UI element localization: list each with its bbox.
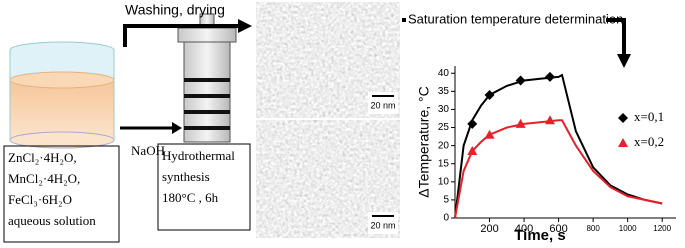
marker: [544, 115, 555, 125]
x-tick-label: 800: [586, 224, 600, 233]
curve: [454, 119, 663, 219]
step-label: Washing, drying: [125, 2, 225, 18]
step-label: Saturation temperature determination: [408, 11, 623, 26]
y-tick-label: 40: [438, 68, 450, 79]
marker: [515, 75, 526, 86]
legend-label: x=0,2: [634, 134, 664, 149]
y-axis-label: ΔTemperature, °C: [416, 86, 432, 197]
y-tick-label: 15: [438, 158, 450, 169]
y-tick-label: 25: [438, 122, 450, 133]
x-tick-label: 1200: [653, 224, 671, 233]
scale-bar-box: [368, 212, 398, 234]
x-tick-label: 200: [480, 223, 498, 235]
marker: [484, 89, 495, 100]
synthesis-text: 180°C , 6h: [162, 190, 219, 205]
precursor-text: MnCl₂·4H₂O,: [8, 171, 80, 186]
arrowhead: [172, 122, 182, 134]
arrowhead: [238, 19, 252, 33]
precursor-text: ZnCl₂·4H₂O,: [8, 150, 77, 165]
y-tick-label: 0: [443, 213, 449, 224]
marker: [618, 113, 628, 123]
beaker: [9, 41, 115, 149]
marker: [544, 71, 555, 82]
y-tick-label: 35: [438, 86, 450, 97]
y-tick-label: 10: [438, 176, 450, 187]
synthesis-text: synthesis: [162, 169, 210, 184]
marker: [515, 118, 526, 128]
reagent-label: NaOH: [131, 143, 165, 158]
scale-label: 20 nm: [370, 100, 395, 110]
y-tick-label: 20: [438, 140, 450, 151]
scale-label: 20 nm: [370, 220, 395, 230]
arrowhead: [617, 54, 631, 68]
y-tick-label: 30: [438, 104, 450, 115]
precursor-box: [3, 145, 120, 243]
x-tick-label: 600: [549, 223, 567, 235]
synthesis-text: Hydrothermal: [162, 148, 235, 163]
marker: [618, 138, 628, 147]
y-tick-label: 5: [443, 195, 449, 206]
marker: [467, 118, 478, 129]
marker: [484, 129, 495, 139]
precursor-text: FeCl₃·6H₂O: [8, 192, 72, 207]
x-axis-label: Time, s: [514, 227, 565, 244]
marker: [467, 146, 478, 156]
x-tick-label: 400: [515, 223, 533, 235]
reactor: [177, 13, 237, 143]
label-bg: [406, 12, 606, 28]
precursor-text: aqueous solution: [8, 213, 96, 228]
scale-bar-box: [368, 92, 398, 114]
x-tick-label: 1000: [619, 224, 637, 233]
arrow: [123, 24, 238, 47]
legend-label: x=0,1: [634, 109, 664, 124]
synthesis-box: [157, 143, 251, 231]
